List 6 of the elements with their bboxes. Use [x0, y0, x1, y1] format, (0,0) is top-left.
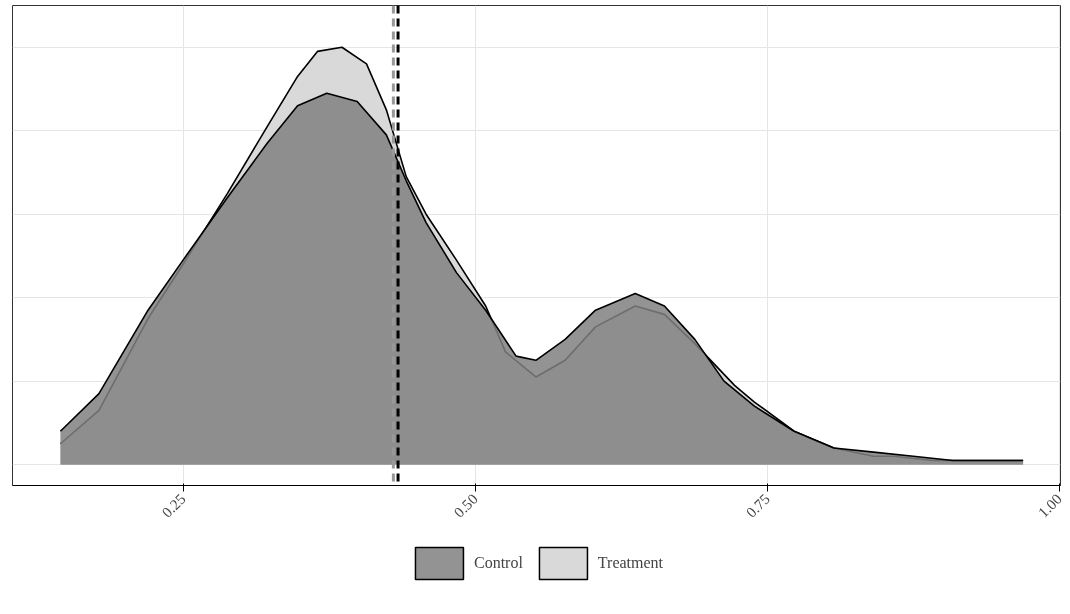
legend-label: Treatment: [597, 553, 664, 572]
x-tick-label: 0.50: [450, 490, 481, 521]
legend-label: Control: [473, 553, 523, 572]
x-tick-label: 0.75: [743, 490, 773, 521]
x-tick-label: 1.00: [1035, 490, 1065, 521]
x-tick-label: 0.25: [158, 490, 189, 521]
